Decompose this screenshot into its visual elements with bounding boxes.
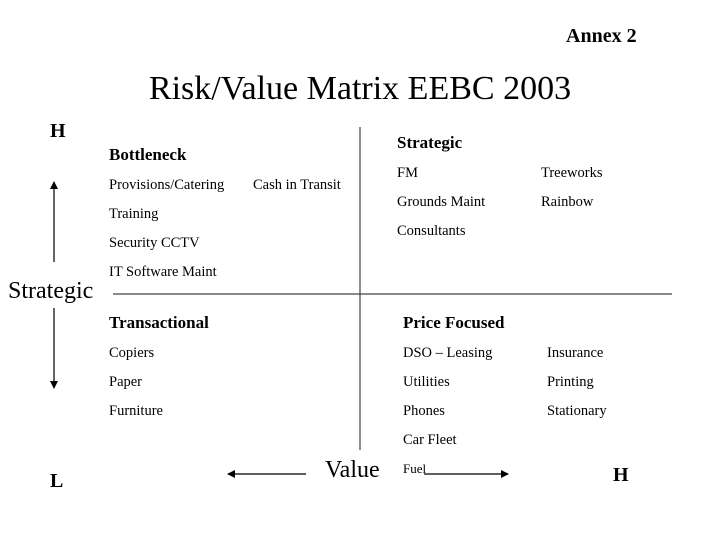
list-item: DSO – Leasing — [403, 345, 493, 361]
low-marker: L — [50, 470, 64, 492]
list-item: Fuel — [403, 461, 427, 476]
list-item: Printing — [547, 374, 594, 390]
list-item: Provisions/Catering — [109, 177, 225, 193]
high-strategic-marker: H — [50, 120, 66, 142]
list-item: Cash in Transit — [253, 177, 341, 193]
annex-label: Annex 2 — [566, 25, 637, 47]
list-item: IT Software Maint — [109, 264, 217, 280]
value-axis-label: Value — [325, 457, 380, 483]
list-item: FM — [397, 165, 418, 181]
transactional-title: Transactional — [109, 313, 209, 332]
list-item: Stationary — [547, 403, 607, 419]
list-item: Grounds Maint — [397, 194, 486, 210]
list-item: Phones — [403, 403, 445, 419]
list-item: Security CCTV — [109, 235, 200, 251]
strategic-title: Strategic — [397, 133, 463, 152]
list-item: Training — [109, 206, 159, 222]
high-value-marker: H — [613, 464, 629, 486]
list-item: Furniture — [109, 403, 163, 419]
list-item: Insurance — [547, 345, 604, 361]
list-item: Rainbow — [541, 194, 594, 210]
list-item: Car Fleet — [403, 432, 457, 448]
bottleneck-title: Bottleneck — [109, 145, 187, 164]
list-item: Treeworks — [541, 165, 603, 181]
list-item: Copiers — [109, 345, 155, 361]
list-item: Consultants — [397, 223, 466, 239]
list-item: Utilities — [403, 374, 450, 390]
price-focused-title: Price Focused — [403, 313, 505, 332]
list-item: Paper — [109, 374, 143, 390]
strategic-axis-label: Strategic — [8, 278, 96, 305]
page-title: Risk/Value Matrix EEBC 2003 — [148, 70, 572, 107]
